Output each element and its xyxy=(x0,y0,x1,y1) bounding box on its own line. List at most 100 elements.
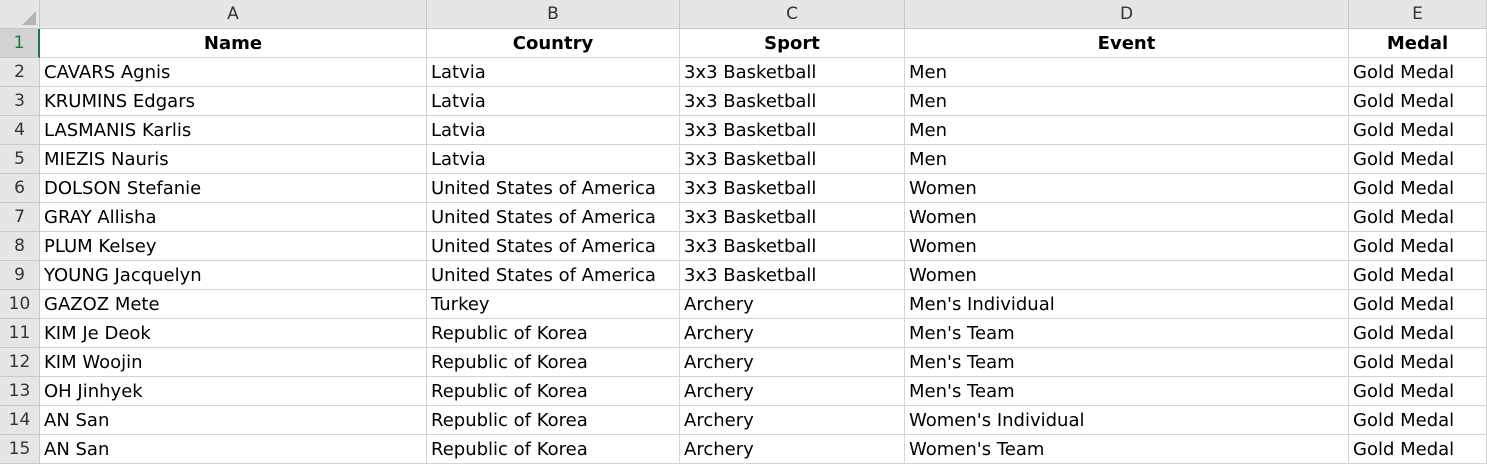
cell-name[interactable]: DOLSON Stefanie xyxy=(40,174,427,203)
cell-name[interactable]: AN San xyxy=(40,406,427,435)
cell-event[interactable]: Women xyxy=(905,174,1349,203)
row-header[interactable]: 1 xyxy=(0,29,40,58)
cell-medal[interactable]: Gold Medal xyxy=(1349,87,1487,116)
cell-medal[interactable]: Gold Medal xyxy=(1349,174,1487,203)
cell-sport[interactable]: 3x3 Basketball xyxy=(680,261,905,290)
cell-medal[interactable]: Gold Medal xyxy=(1349,232,1487,261)
cell-sport[interactable]: 3x3 Basketball xyxy=(680,232,905,261)
row-header[interactable]: 4 xyxy=(0,116,40,145)
cell-event[interactable]: Men xyxy=(905,87,1349,116)
row-header[interactable]: 10 xyxy=(0,290,40,319)
cell-name[interactable]: YOUNG Jacquelyn xyxy=(40,261,427,290)
cell-country[interactable]: Latvia xyxy=(427,116,680,145)
cell-medal[interactable]: Gold Medal xyxy=(1349,58,1487,87)
row-header[interactable]: 14 xyxy=(0,406,40,435)
cell-sport[interactable]: Archery xyxy=(680,435,905,464)
cell-event[interactable]: Women's Individual xyxy=(905,406,1349,435)
row-header[interactable]: 15 xyxy=(0,435,40,464)
row-header[interactable]: 7 xyxy=(0,203,40,232)
cell-medal[interactable]: Gold Medal xyxy=(1349,203,1487,232)
cell-country[interactable]: Republic of Korea xyxy=(427,377,680,406)
header-cell-sport[interactable]: Sport xyxy=(680,29,905,58)
cell-medal[interactable]: Gold Medal xyxy=(1349,319,1487,348)
cell-medal[interactable]: Gold Medal xyxy=(1349,348,1487,377)
cell-country[interactable]: Republic of Korea xyxy=(427,435,680,464)
cell-sport[interactable]: 3x3 Basketball xyxy=(680,145,905,174)
cell-sport[interactable]: 3x3 Basketball xyxy=(680,87,905,116)
row-header[interactable]: 11 xyxy=(0,319,40,348)
cell-event[interactable]: Men xyxy=(905,145,1349,174)
header-cell-medal[interactable]: Medal xyxy=(1349,29,1487,58)
cell-country[interactable]: United States of America xyxy=(427,232,680,261)
column-header-b[interactable]: B xyxy=(427,0,680,29)
row-header[interactable]: 2 xyxy=(0,58,40,87)
cell-country[interactable]: United States of America xyxy=(427,203,680,232)
header-cell-name[interactable]: Name xyxy=(40,29,427,58)
row-header[interactable]: 12 xyxy=(0,348,40,377)
cell-event[interactable]: Men's Team xyxy=(905,377,1349,406)
row-header[interactable]: 6 xyxy=(0,174,40,203)
cell-event[interactable]: Women's Team xyxy=(905,435,1349,464)
column-header-d[interactable]: D xyxy=(905,0,1349,29)
cell-country[interactable]: Latvia xyxy=(427,145,680,174)
cell-sport[interactable]: Archery xyxy=(680,290,905,319)
cell-sport[interactable]: Archery xyxy=(680,319,905,348)
cell-event[interactable]: Men xyxy=(905,116,1349,145)
header-cell-country[interactable]: Country xyxy=(427,29,680,58)
table-row: 11 KIM Je Deok Republic of Korea Archery… xyxy=(0,319,1487,348)
cell-event[interactable]: Men's Team xyxy=(905,348,1349,377)
cell-country[interactable]: Latvia xyxy=(427,58,680,87)
cell-country[interactable]: Republic of Korea xyxy=(427,348,680,377)
cell-country[interactable]: Latvia xyxy=(427,87,680,116)
cell-name[interactable]: LASMANIS Karlis xyxy=(40,116,427,145)
cell-medal[interactable]: Gold Medal xyxy=(1349,145,1487,174)
column-header-a[interactable]: A xyxy=(40,0,427,29)
cell-medal[interactable]: Gold Medal xyxy=(1349,435,1487,464)
cell-sport[interactable]: Archery xyxy=(680,406,905,435)
cell-name[interactable]: OH Jinhyek xyxy=(40,377,427,406)
select-all-button[interactable] xyxy=(0,0,40,29)
cell-country[interactable]: United States of America xyxy=(427,261,680,290)
cell-event[interactable]: Women xyxy=(905,261,1349,290)
column-header-row: A B C D E xyxy=(0,0,1487,29)
cell-country[interactable]: Turkey xyxy=(427,290,680,319)
cell-medal[interactable]: Gold Medal xyxy=(1349,261,1487,290)
cell-medal[interactable]: Gold Medal xyxy=(1349,116,1487,145)
cell-name[interactable]: MIEZIS Nauris xyxy=(40,145,427,174)
cell-sport[interactable]: 3x3 Basketball xyxy=(680,116,905,145)
row-header[interactable]: 13 xyxy=(0,377,40,406)
cell-name[interactable]: AN San xyxy=(40,435,427,464)
cell-medal[interactable]: Gold Medal xyxy=(1349,290,1487,319)
cell-event[interactable]: Men's Individual xyxy=(905,290,1349,319)
column-header-c[interactable]: C xyxy=(680,0,905,29)
cell-name[interactable]: KRUMINS Edgars xyxy=(40,87,427,116)
cell-sport[interactable]: 3x3 Basketball xyxy=(680,203,905,232)
cell-name[interactable]: CAVARS Agnis xyxy=(40,58,427,87)
cell-name[interactable]: KIM Je Deok xyxy=(40,319,427,348)
cell-country[interactable]: Republic of Korea xyxy=(427,406,680,435)
row-header[interactable]: 8 xyxy=(0,232,40,261)
cell-sport[interactable]: Archery xyxy=(680,348,905,377)
cell-medal[interactable]: Gold Medal xyxy=(1349,406,1487,435)
cell-name[interactable]: GRAY Allisha xyxy=(40,203,427,232)
cell-name[interactable]: KIM Woojin xyxy=(40,348,427,377)
cell-event[interactable]: Men xyxy=(905,58,1349,87)
cell-sport[interactable]: Archery xyxy=(680,377,905,406)
cell-event[interactable]: Women xyxy=(905,203,1349,232)
header-cell-event[interactable]: Event xyxy=(905,29,1349,58)
cell-sport[interactable]: 3x3 Basketball xyxy=(680,58,905,87)
cell-country[interactable]: Republic of Korea xyxy=(427,319,680,348)
cell-name[interactable]: GAZOZ Mete xyxy=(40,290,427,319)
column-header-e[interactable]: E xyxy=(1349,0,1487,29)
cell-event[interactable]: Women xyxy=(905,232,1349,261)
row-header[interactable]: 9 xyxy=(0,261,40,290)
cell-event[interactable]: Men's Team xyxy=(905,319,1349,348)
cell-medal[interactable]: Gold Medal xyxy=(1349,377,1487,406)
row-header[interactable]: 5 xyxy=(0,145,40,174)
cell-name[interactable]: PLUM Kelsey xyxy=(40,232,427,261)
cell-country[interactable]: United States of America xyxy=(427,174,680,203)
cell-sport[interactable]: 3x3 Basketball xyxy=(680,174,905,203)
table-row: 15 AN San Republic of Korea Archery Wome… xyxy=(0,435,1487,464)
row-header[interactable]: 3 xyxy=(0,87,40,116)
